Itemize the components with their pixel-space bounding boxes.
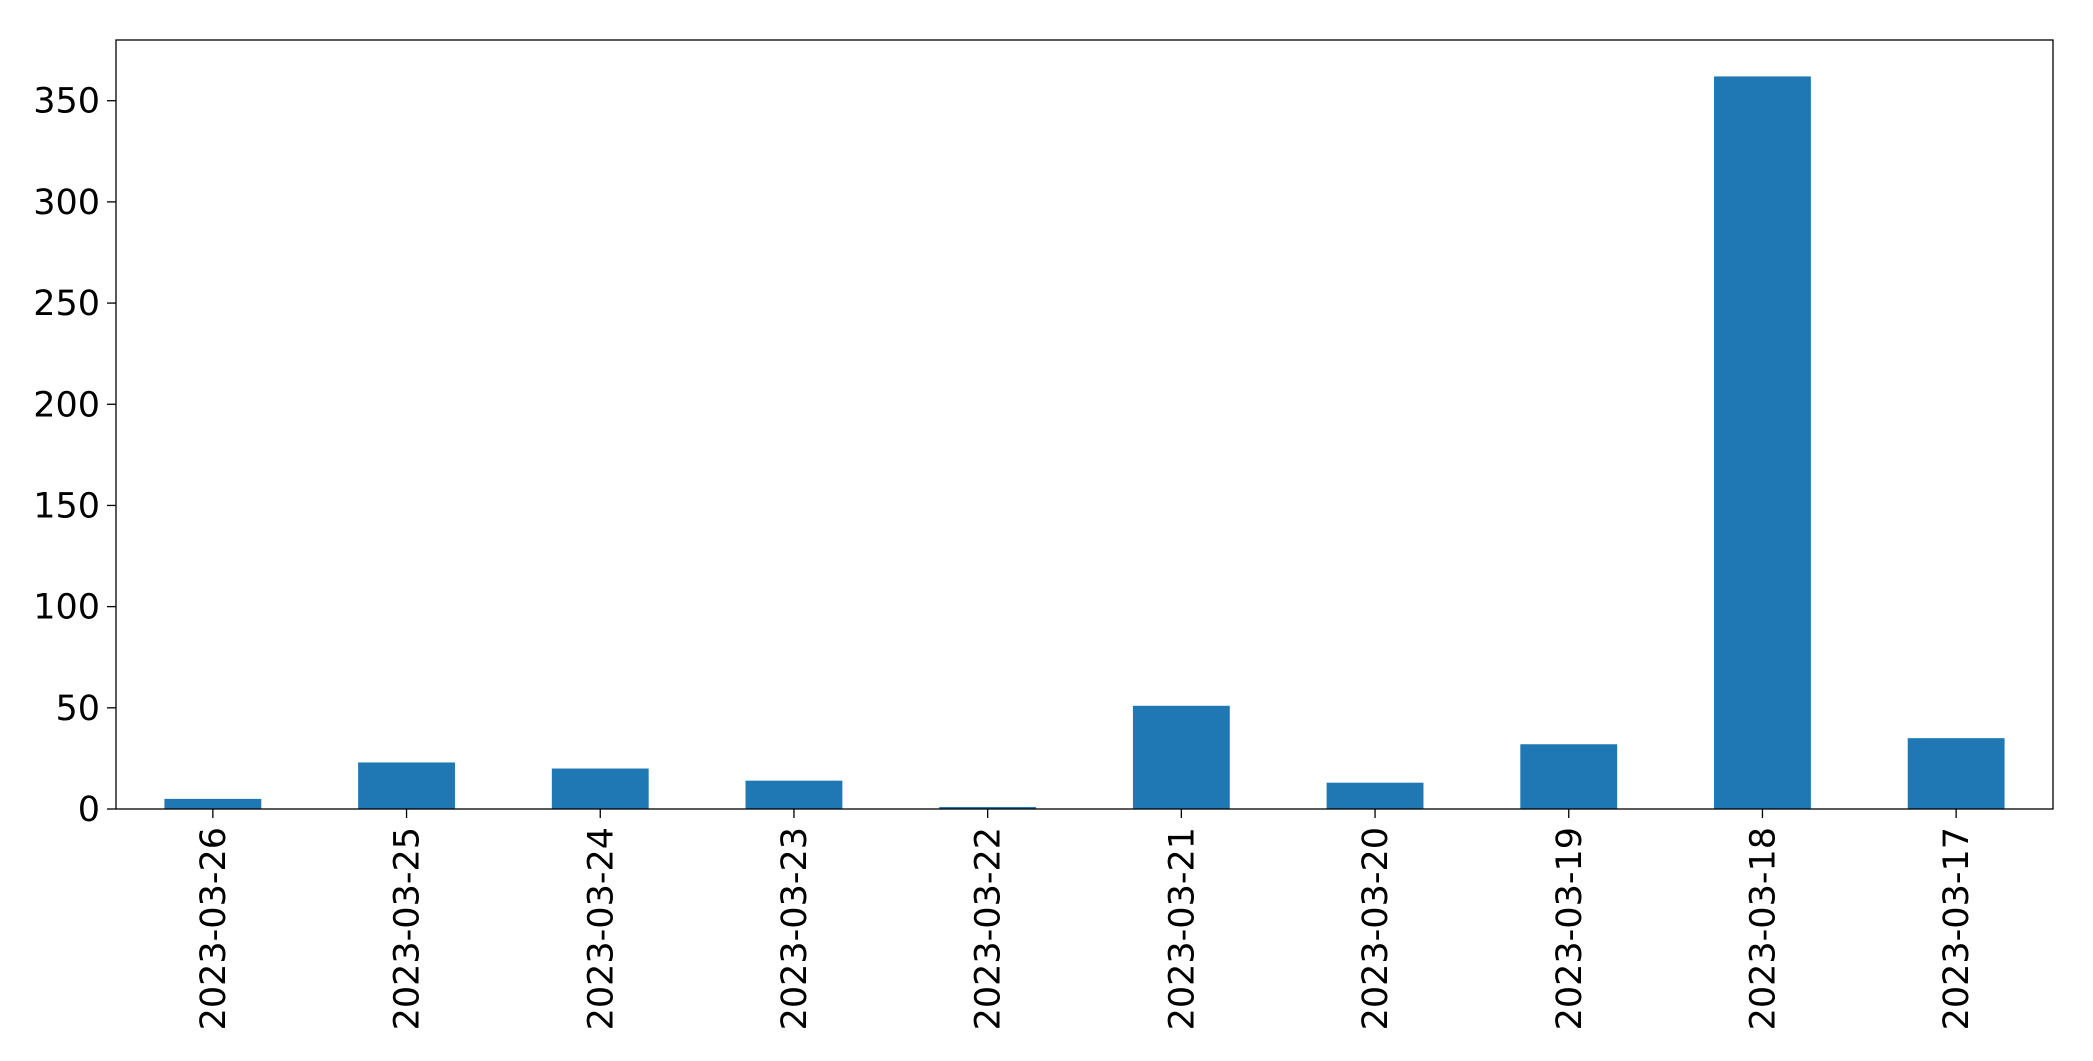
bar [1326, 782, 1424, 809]
x-tick-label: 2023-03-18 [1743, 827, 1783, 1030]
bar [1714, 76, 1811, 809]
x-tick-label: 2023-03-23 [775, 827, 815, 1030]
y-tick-label: 50 [55, 689, 100, 729]
bar [1907, 738, 2005, 809]
bar [551, 768, 649, 809]
bar [939, 806, 1037, 809]
y-tick-label: 250 [33, 284, 100, 324]
axes-frame [115, 39, 2054, 810]
y-tick-label: 350 [33, 82, 100, 122]
y-tick-label: 300 [33, 183, 100, 223]
x-tick-label: 2023-03-19 [1550, 827, 1590, 1030]
bar [358, 762, 455, 809]
y-tick-label: 0 [78, 790, 100, 830]
x-tick-label: 2023-03-25 [388, 827, 428, 1030]
bar [745, 780, 843, 809]
y-tick-label: 200 [33, 385, 100, 425]
bar [1132, 705, 1230, 809]
bar [1520, 744, 1618, 809]
y-tick-label: 100 [33, 588, 100, 628]
y-tick-label: 150 [33, 486, 100, 526]
x-tick-label: 2023-03-24 [581, 827, 621, 1030]
x-tick-label: 2023-03-20 [1356, 827, 1396, 1030]
bar [164, 798, 262, 809]
x-tick-label: 2023-03-17 [1937, 827, 1977, 1030]
x-tick-label: 2023-03-26 [194, 827, 234, 1030]
x-tick-label: 2023-03-21 [1162, 827, 1202, 1030]
x-tick-label: 2023-03-22 [969, 827, 1009, 1030]
